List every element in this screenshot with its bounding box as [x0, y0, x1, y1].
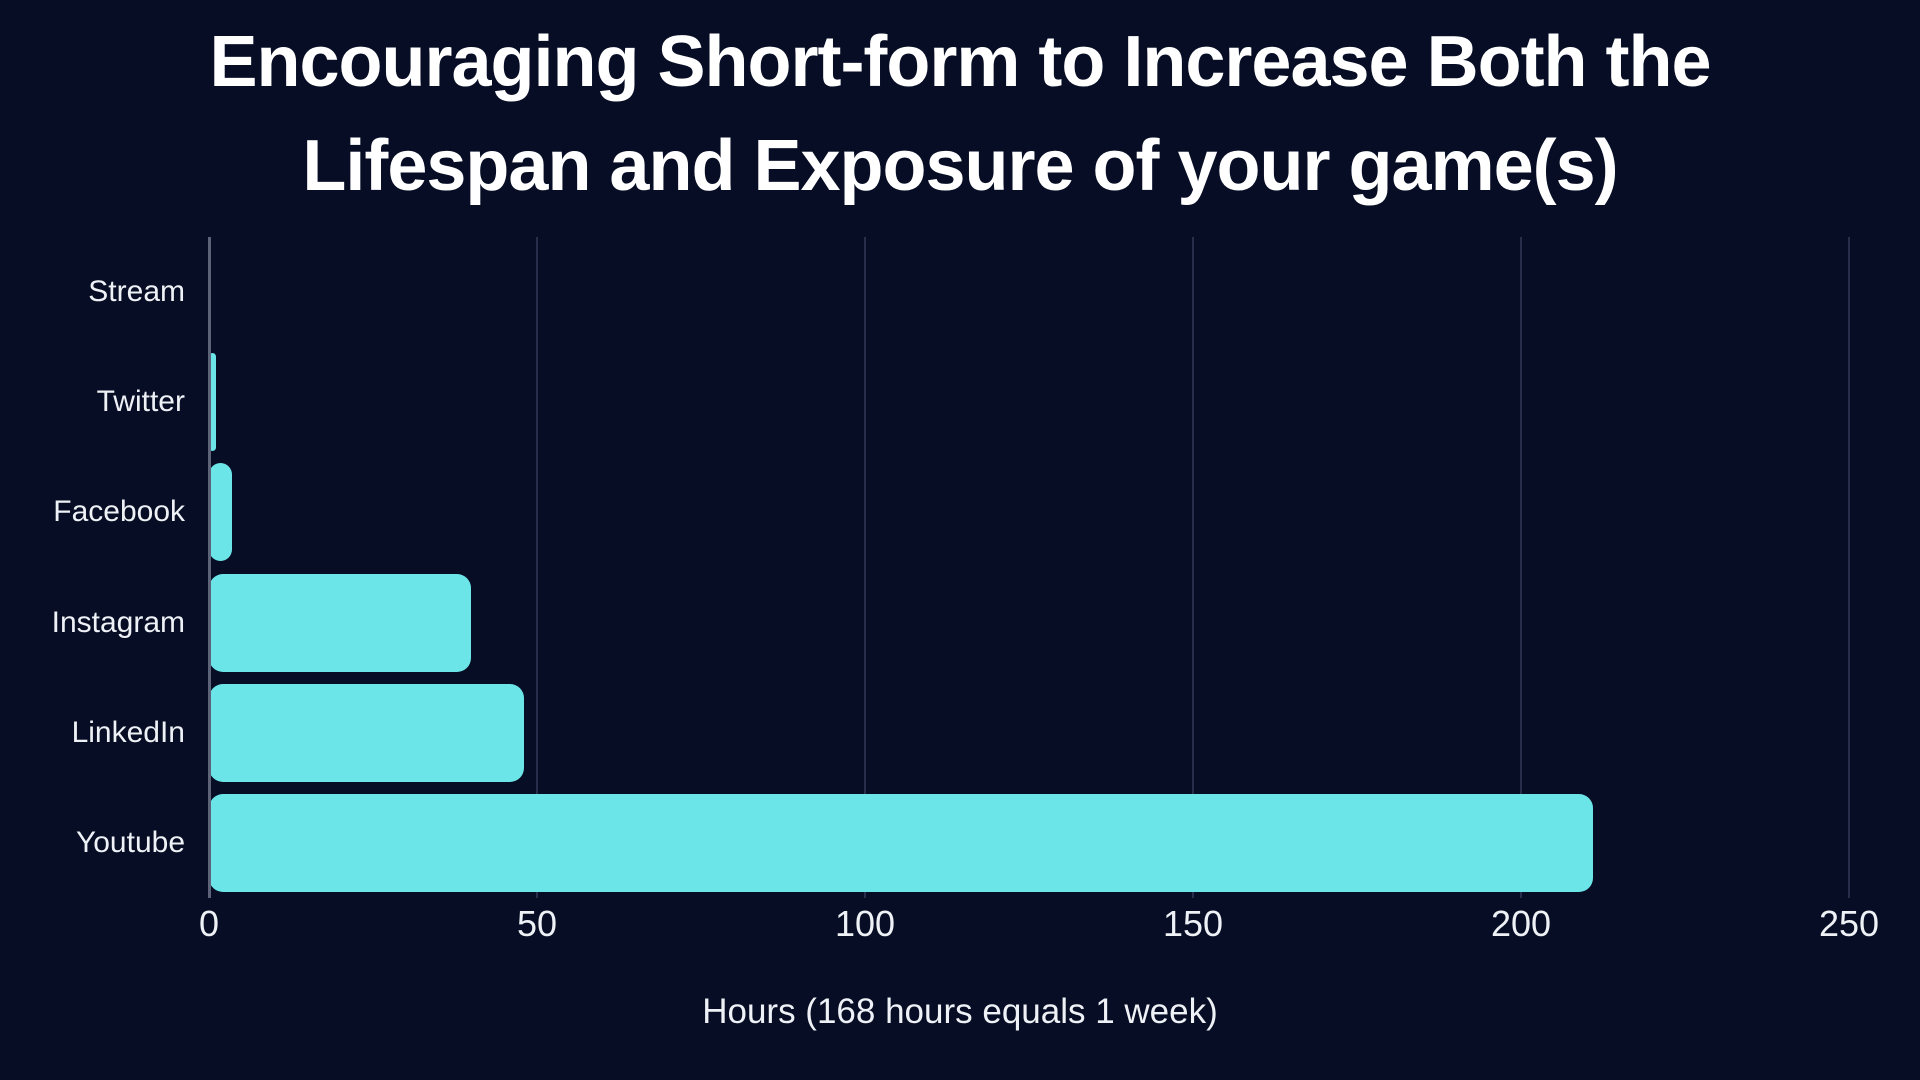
bar-facebook	[209, 463, 232, 562]
bar-row-facebook	[209, 457, 1849, 567]
bar-rows	[209, 237, 1849, 898]
gridline-50	[536, 237, 538, 898]
gridline-150	[1192, 237, 1194, 898]
x-tick-200: 200	[1490, 903, 1552, 944]
bar-row-youtube	[209, 788, 1849, 898]
plot-area	[208, 237, 1850, 898]
bar-instagram	[209, 573, 472, 672]
bar-row-twitter	[209, 347, 1849, 457]
chart-title-line2: Lifespan and Exposure of your game(s)	[302, 126, 1618, 207]
x-tick-100: 100	[834, 903, 896, 944]
category-label-twitter: Twitter	[96, 385, 185, 419]
category-label-stream: Stream	[88, 275, 185, 309]
y-axis-line	[208, 237, 211, 898]
chart-title-line1: Encouraging Short-form to Increase Both …	[209, 22, 1711, 102]
bar-linkedin	[209, 683, 524, 782]
gridline-250	[1848, 237, 1850, 898]
x-tick-50: 50	[516, 903, 558, 944]
bar-row-instagram	[209, 568, 1849, 678]
category-label-linkedin: LinkedIn	[71, 715, 185, 749]
category-labels: Stream Twitter Facebook Instagram LinkedIn Yo…	[0, 237, 185, 898]
bar-twitter	[209, 353, 216, 452]
x-tick-0: 0	[198, 903, 220, 944]
category-label-instagram: Instagram	[51, 605, 185, 639]
gridline-100	[864, 237, 866, 898]
category-label-facebook: Facebook	[53, 495, 185, 529]
x-axis-title: Hours (168 hours equals 1 week)	[702, 992, 1218, 1031]
chart-title: Encouraging Short-form to Increase Both …	[0, 10, 1920, 219]
x-tick-250: 250	[1818, 903, 1880, 944]
x-axis-ticks: 0 50 100 150 200 250	[199, 903, 1879, 947]
gridline-200	[1520, 237, 1522, 898]
x-tick-150: 150	[1162, 903, 1224, 944]
bar-youtube	[209, 793, 1594, 892]
category-label-youtube: Youtube	[75, 825, 185, 859]
bar-row-stream	[209, 237, 1849, 347]
bar-row-linkedin	[209, 678, 1849, 788]
